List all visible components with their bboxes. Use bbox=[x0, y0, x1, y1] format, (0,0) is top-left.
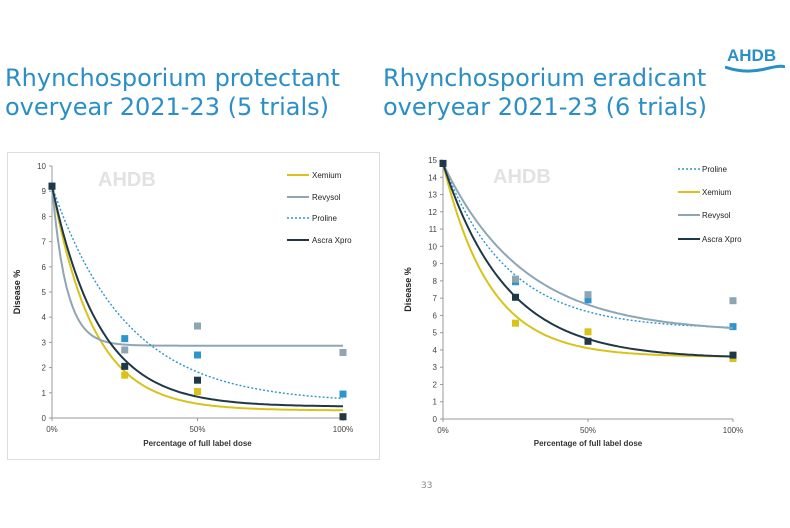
chart-frame-protectant bbox=[7, 152, 380, 460]
x-tick-label: 50% bbox=[580, 426, 596, 435]
data-point-xemium bbox=[512, 319, 519, 327]
y-tick-label: 7 bbox=[433, 294, 438, 303]
x-axis-title: Percentage of full label dose bbox=[143, 439, 252, 448]
y-tick-label: 9 bbox=[433, 260, 438, 269]
data-point-ascra-xpro bbox=[729, 351, 737, 359]
y-tick-label: 8 bbox=[433, 277, 438, 286]
title-line: Rhynchosporium eradicant bbox=[383, 64, 707, 92]
title-line: Rhynchosporium protectant bbox=[5, 64, 340, 92]
data-point-ascra-xpro bbox=[48, 182, 56, 190]
data-point-proline bbox=[584, 296, 592, 304]
x-tick-label: 0% bbox=[437, 426, 449, 435]
x-tick-label: 50% bbox=[189, 425, 205, 434]
x-tick-label: 0% bbox=[46, 425, 58, 434]
data-point-proline bbox=[339, 390, 347, 398]
legend-label: Ascra Xpro bbox=[312, 236, 352, 245]
y-tick-label: 2 bbox=[42, 364, 47, 373]
y-tick-label: 14 bbox=[428, 173, 437, 182]
y-tick-label: 0 bbox=[42, 414, 47, 423]
title-line: overyear 2021-23 (5 trials) bbox=[5, 93, 330, 121]
y-tick-label: 3 bbox=[42, 338, 47, 347]
y-tick-label: 8 bbox=[42, 212, 47, 221]
legend-label: Proline bbox=[312, 214, 337, 223]
watermark-logo: AHDB bbox=[98, 169, 156, 191]
legend-label: Xemium bbox=[312, 171, 342, 180]
data-point-ascra-xpro bbox=[339, 413, 347, 421]
y-tick-label: 1 bbox=[42, 389, 47, 398]
fit-curve-xemium bbox=[442, 163, 733, 358]
chart-title-protectant: Rhynchosporium protectant overyear 2021-… bbox=[5, 64, 340, 122]
fit-curve-xemium bbox=[51, 186, 343, 412]
logo-wave-icon bbox=[725, 64, 785, 73]
y-axis-title: Disease % bbox=[12, 270, 22, 315]
page-number: 33 bbox=[421, 481, 433, 491]
y-tick-label: 9 bbox=[42, 187, 47, 196]
y-tick-label: 5 bbox=[42, 288, 47, 297]
legend-label: Revysol bbox=[702, 211, 731, 220]
data-point-ascra-xpro bbox=[512, 293, 519, 301]
data-point-ascra-xpro bbox=[439, 159, 447, 167]
y-axis-title: Disease % bbox=[403, 267, 413, 312]
y-tick-label: 13 bbox=[428, 191, 437, 200]
data-point-xemium bbox=[121, 371, 129, 379]
y-tick-label: 2 bbox=[433, 380, 438, 389]
data-point-ascra-xpro bbox=[584, 337, 592, 345]
data-point-proline bbox=[194, 351, 201, 359]
y-tick-label: 7 bbox=[42, 238, 47, 247]
y-tick-label: 3 bbox=[433, 363, 438, 372]
logo-text: AHDB bbox=[727, 46, 777, 65]
data-point-ascra-xpro bbox=[194, 376, 201, 384]
x-tick-label: 100% bbox=[333, 425, 353, 434]
y-tick-label: 6 bbox=[42, 263, 47, 272]
data-point-ascra-xpro bbox=[121, 362, 129, 370]
watermark-logo: AHDB bbox=[493, 166, 551, 188]
legend-label: Proline bbox=[702, 165, 727, 174]
legend-label: Ascra Xpro bbox=[702, 235, 742, 244]
fit-curve-proline bbox=[442, 163, 734, 329]
y-tick-label: 0 bbox=[433, 415, 438, 424]
data-point-xemium bbox=[584, 328, 592, 336]
fit-curve-ascra-xpro bbox=[51, 185, 343, 408]
legend-label: Revysol bbox=[312, 193, 341, 202]
y-tick-label: 12 bbox=[428, 208, 437, 217]
y-tick-label: 5 bbox=[433, 329, 438, 338]
y-tick-label: 4 bbox=[433, 346, 438, 355]
y-tick-label: 4 bbox=[42, 313, 47, 322]
x-tick-label: 100% bbox=[723, 426, 743, 435]
fit-curve-revysol bbox=[442, 163, 734, 329]
chart-title-eradicant: Rhynchosporium eradicant overyear 2021-2… bbox=[383, 64, 707, 122]
data-point-proline bbox=[729, 323, 737, 331]
data-point-revysol bbox=[729, 297, 737, 305]
data-point-xemium bbox=[194, 388, 201, 396]
data-point-revysol bbox=[584, 291, 592, 299]
y-tick-label: 6 bbox=[433, 311, 438, 320]
y-tick-label: 10 bbox=[37, 162, 46, 171]
data-point-revysol bbox=[121, 346, 129, 354]
y-tick-label: 15 bbox=[428, 156, 437, 165]
x-axis-title: Percentage of full label dose bbox=[534, 439, 643, 448]
legend-label: Xemium bbox=[702, 188, 732, 197]
fit-curve-revysol bbox=[51, 186, 343, 347]
data-point-revysol bbox=[194, 322, 201, 330]
y-tick-label: 1 bbox=[433, 398, 438, 407]
y-tick-label: 11 bbox=[429, 225, 438, 234]
data-point-revysol bbox=[512, 275, 519, 283]
data-point-proline bbox=[121, 335, 129, 343]
title-line: overyear 2021-23 (6 trials) bbox=[383, 93, 708, 121]
data-point-revysol bbox=[339, 348, 347, 356]
y-tick-label: 10 bbox=[428, 242, 437, 251]
ahdb-logo: AHDB bbox=[725, 46, 785, 73]
